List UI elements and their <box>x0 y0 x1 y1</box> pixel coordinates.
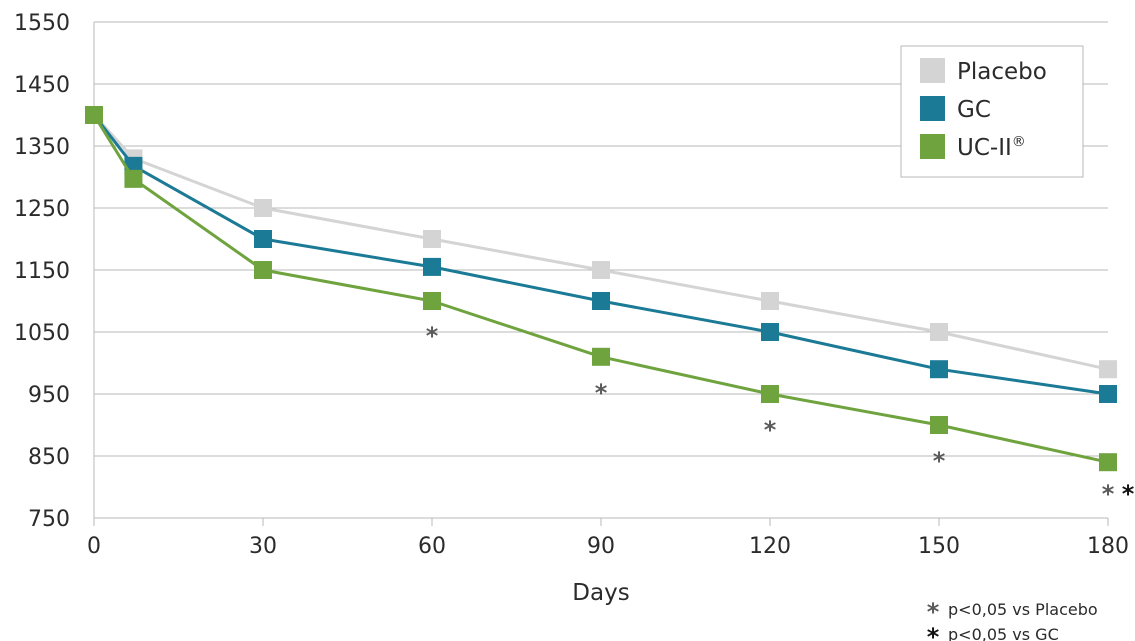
footnote-star: * <box>927 598 940 626</box>
series-uc-ii <box>85 106 1117 472</box>
data-point <box>930 416 948 434</box>
data-point <box>592 261 610 279</box>
data-point <box>930 360 948 379</box>
significance-star: * <box>595 379 608 407</box>
data-point <box>1099 453 1117 472</box>
legend-label: GC <box>957 97 991 123</box>
legend-label-text: Placebo <box>957 59 1047 85</box>
x-tick-label: 60 <box>418 534 446 559</box>
significance-star: * <box>764 416 777 444</box>
data-point <box>254 230 272 248</box>
footnote-text: p<0,05 vs GC <box>948 625 1059 641</box>
significance-markers: ***** * <box>426 322 1135 508</box>
data-point <box>761 385 779 403</box>
axes <box>93 22 1109 526</box>
footnote: * p<0,05 vs Placebo <box>927 598 1098 626</box>
x-axis-title: Days <box>572 580 629 606</box>
legend-swatch <box>920 134 945 159</box>
data-point <box>254 199 272 217</box>
data-point <box>761 292 779 310</box>
data-point <box>1099 360 1117 379</box>
legend-label: Placebo <box>957 59 1047 85</box>
data-point <box>592 292 610 310</box>
data-point <box>85 106 103 124</box>
significance-star: * <box>1102 480 1115 508</box>
legend-item: GC <box>920 96 991 123</box>
legend-swatch <box>920 58 945 83</box>
y-tick-label: 1250 <box>14 197 70 222</box>
y-tick-label: 750 <box>28 507 70 532</box>
series-line <box>92 113 1109 371</box>
x-tick-label: 30 <box>249 534 277 559</box>
y-tick-label: 1150 <box>14 259 70 284</box>
series-line <box>92 114 1109 464</box>
significance-star: * <box>1122 480 1135 508</box>
x-axis-tick-labels: 0 30 60 90 120 150 180 <box>87 534 1129 559</box>
footnote-text: p<0,05 vs Placebo <box>948 600 1098 619</box>
x-tick-label: 150 <box>918 534 960 559</box>
significance-star: * <box>933 447 946 475</box>
y-tick-label: 1350 <box>14 135 70 160</box>
legend: Placebo GC UC-II® <box>900 45 1084 178</box>
legend-label: UC-II® <box>957 134 1026 161</box>
footnotes: * p<0,05 vs Placebo * p<0,05 vs GC <box>927 598 1098 641</box>
x-tick-label: 90 <box>587 534 615 559</box>
x-tick-label: 120 <box>749 534 791 559</box>
legend-item: Placebo <box>920 58 1047 85</box>
data-point <box>761 323 779 341</box>
legend-superscript: ® <box>1012 134 1026 150</box>
series-layer <box>85 106 1117 472</box>
data-point <box>1099 385 1117 403</box>
data-point <box>254 261 272 279</box>
y-tick-label: 950 <box>28 383 70 408</box>
legend-label-text: UC-II <box>957 135 1012 161</box>
y-tick-label: 1450 <box>14 73 70 98</box>
legend-item: UC-II® <box>920 134 1026 161</box>
data-point <box>423 230 441 248</box>
x-tick-label: 0 <box>87 534 101 559</box>
y-tick-label: 850 <box>28 445 70 470</box>
data-point <box>592 347 610 366</box>
footnote-star: * <box>927 623 940 641</box>
legend-label-text: GC <box>957 97 991 123</box>
series-line <box>92 114 1109 396</box>
significance-star: * <box>426 322 439 350</box>
series-placebo <box>85 106 1117 379</box>
x-tick-label: 180 <box>1087 534 1129 559</box>
y-tick-label: 1550 <box>14 11 70 36</box>
data-point <box>930 323 948 341</box>
y-axis-tick-labels: 750 850 950 1050 1150 1250 1350 1450 1550 <box>14 11 70 532</box>
data-point <box>124 169 143 188</box>
data-point <box>423 257 441 276</box>
legend-swatch <box>920 96 945 121</box>
footnote: * p<0,05 vs GC <box>927 623 1059 641</box>
data-point <box>423 292 441 310</box>
y-tick-label: 1050 <box>14 321 70 346</box>
